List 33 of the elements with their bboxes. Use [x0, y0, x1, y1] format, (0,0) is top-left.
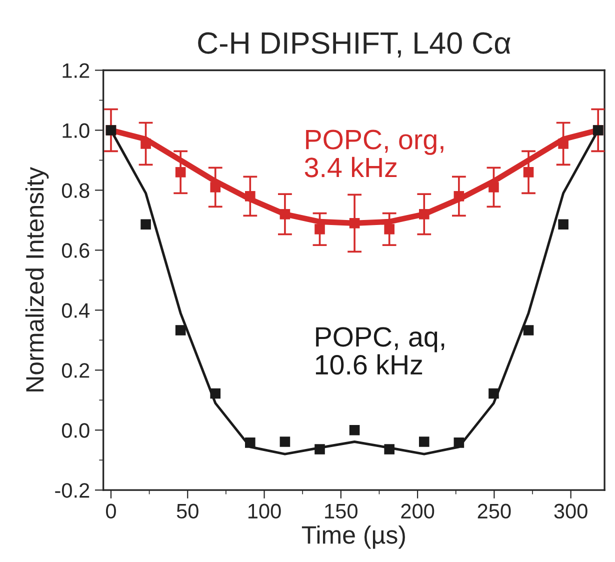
- y-tick-label: 1.2: [62, 63, 90, 78]
- x-tick-label: 150: [325, 504, 358, 519]
- point: [523, 325, 534, 336]
- y-axis-title: Normalized Intensity: [25, 166, 49, 392]
- point: [454, 438, 464, 448]
- point: [384, 444, 394, 454]
- point: [558, 219, 568, 230]
- y-tick-label: 0.0: [62, 423, 90, 438]
- chart-title: C-H DIPSHIFT, L40 Cα: [198, 32, 510, 58]
- point: [349, 424, 360, 436]
- point: [314, 444, 325, 454]
- x-tick-label: 50: [176, 504, 198, 519]
- annotation: POPC, aq, 10.6 kHz: [316, 327, 444, 375]
- point: [175, 325, 186, 336]
- point: [488, 388, 499, 399]
- annotation: POPC, org, 3.4 kHz: [304, 130, 444, 178]
- point: [280, 436, 290, 447]
- point: [245, 438, 256, 448]
- y-tick-label: 1.0: [62, 123, 90, 138]
- x-axis-title: Time (µs): [302, 525, 405, 549]
- y-tick-label: 0.8: [62, 183, 90, 198]
- point: [418, 436, 430, 447]
- y-tick-label: -0.2: [55, 483, 90, 498]
- x-tick-label: 0: [106, 504, 116, 519]
- y-tick-label: 0.2: [62, 363, 90, 378]
- x-tick-label: 300: [554, 504, 588, 519]
- y-tick-label: 0.6: [62, 243, 90, 258]
- point: [140, 219, 151, 230]
- x-tick-label: 100: [248, 504, 281, 519]
- x-tick-label: 200: [401, 504, 434, 519]
- x-tick-label: 250: [478, 504, 511, 519]
- y-tick-label: 0.4: [62, 303, 90, 318]
- point: [210, 388, 221, 399]
